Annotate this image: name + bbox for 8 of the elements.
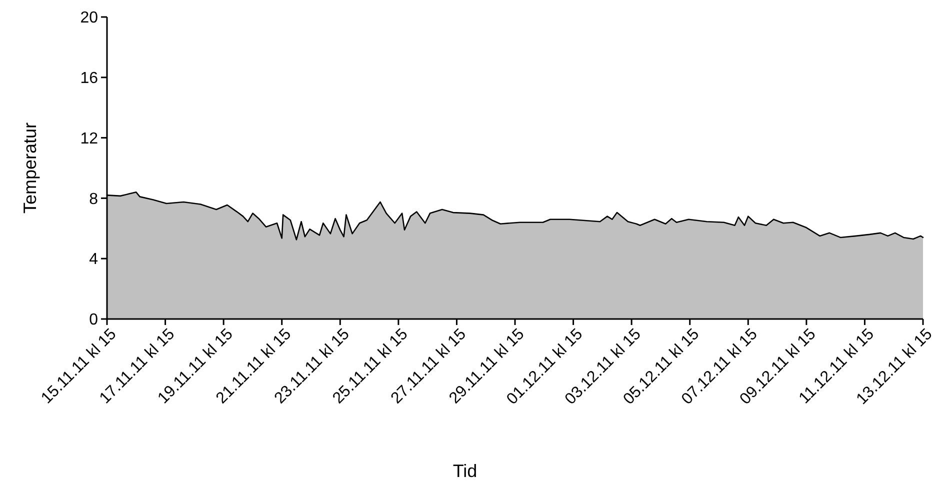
y-tick-label: 0 (89, 312, 98, 329)
y-tick-label: 16 (80, 70, 98, 87)
y-tick-label: 12 (80, 130, 98, 148)
x-axis-title: Tid (452, 461, 478, 481)
y-tick-label: 4 (89, 251, 98, 268)
y-axis-title: Temperatur (20, 122, 40, 214)
y-tick-label: 8 (89, 190, 98, 208)
y-tick-label: 20 (80, 10, 98, 27)
